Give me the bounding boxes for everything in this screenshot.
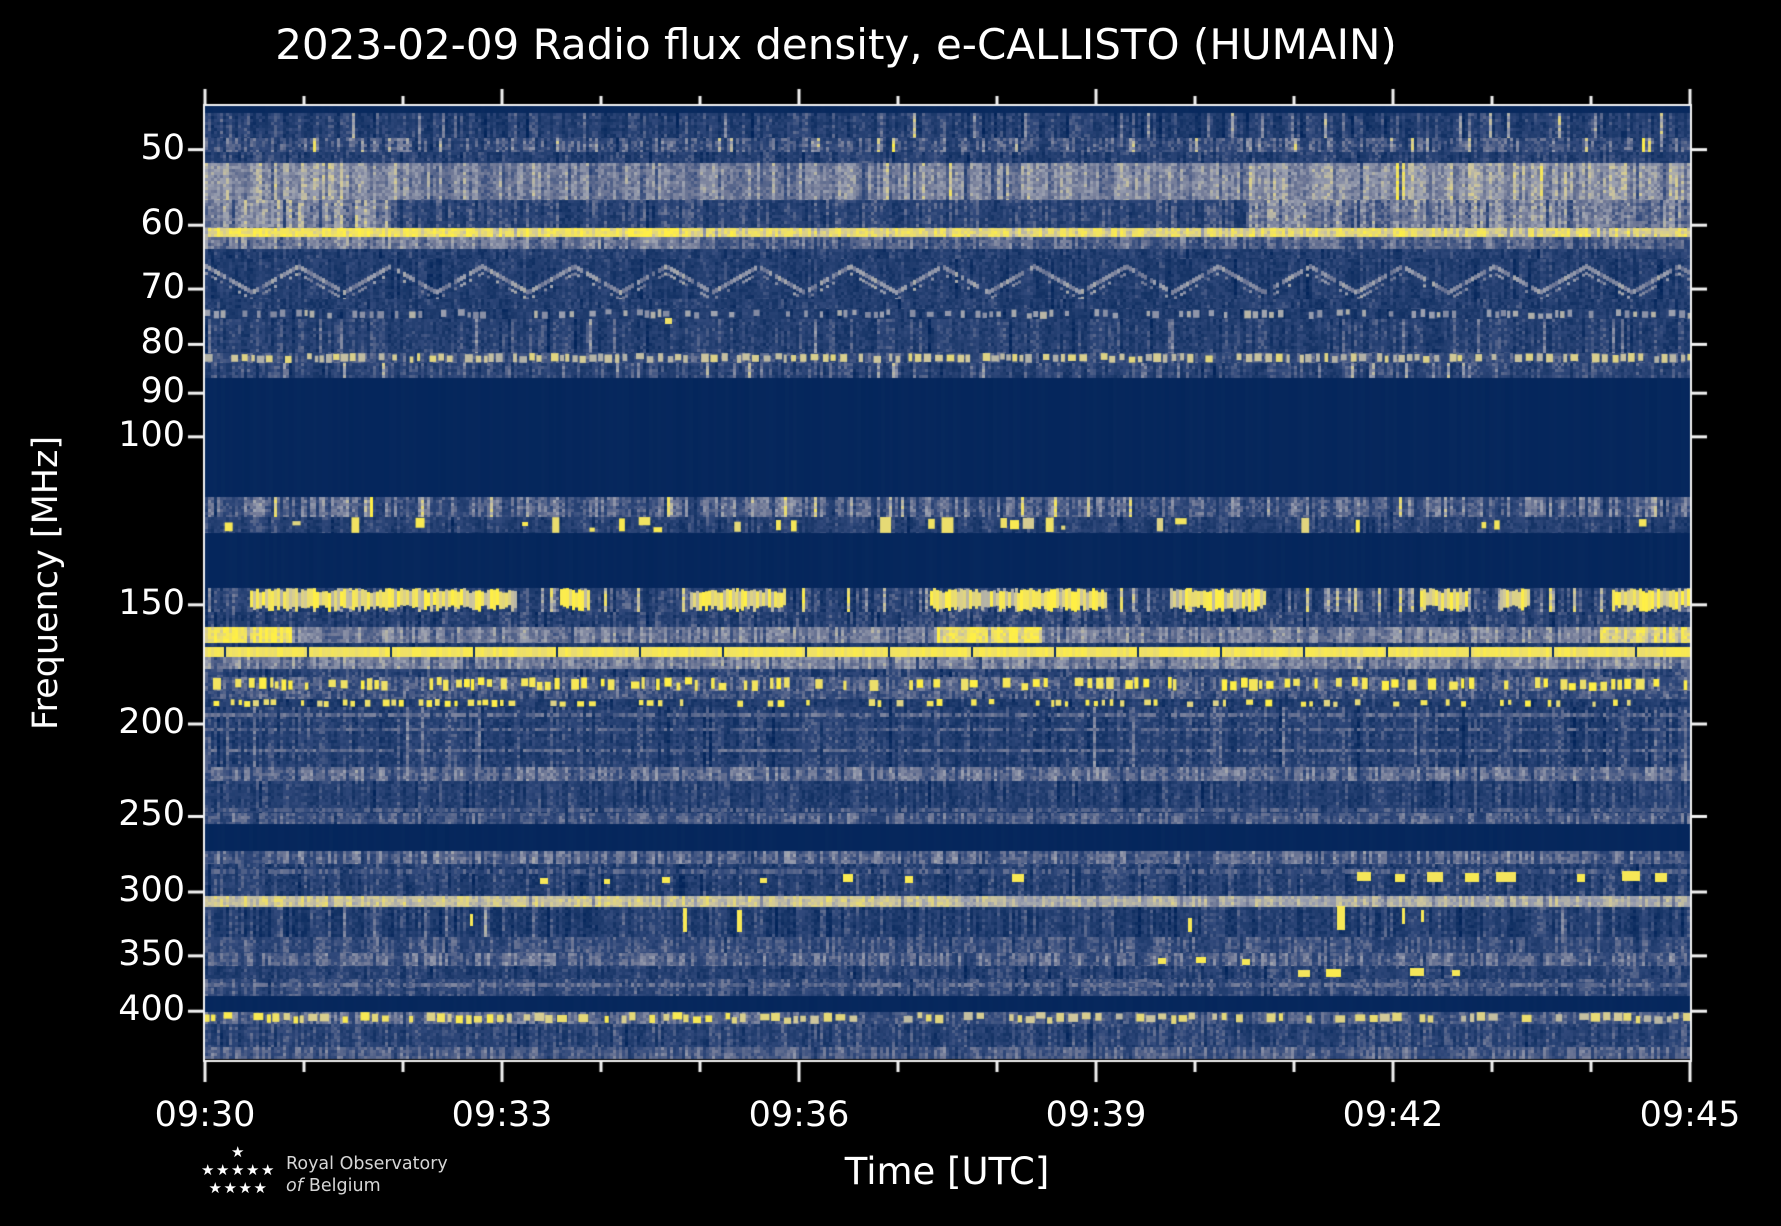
y-tick-label: 400 (118, 989, 185, 1030)
x-axis-label: Time [UTC] (844, 1150, 1050, 1193)
y-tick-label: 300 (118, 870, 185, 910)
logo-line1: Royal Observatory (286, 1154, 448, 1174)
x-tick-label: 09:33 (451, 1095, 553, 1135)
x-tick-label: 09:42 (1342, 1095, 1444, 1135)
y-tick-label: 350 (118, 933, 185, 974)
chart-title: 2023-02-09 Radio flux density, e-CALLIST… (275, 20, 1397, 69)
star-icon: ★ (216, 1161, 230, 1179)
logo-line2: of Belgium (286, 1175, 448, 1197)
y-tick-label: 80 (140, 322, 185, 363)
x-tick-label: 09:45 (1639, 1095, 1741, 1135)
logo-line2-of: of (286, 1176, 303, 1196)
rob-logo-text: Royal Observatory of Belgium (286, 1153, 448, 1197)
star-icon: ★ (231, 1161, 245, 1179)
star-icon: ★ (238, 1179, 252, 1197)
x-tick-label: 09:30 (154, 1095, 256, 1135)
y-tick-label: 200 (118, 702, 185, 743)
star-icon: ★ (261, 1161, 275, 1179)
y-tick-label: 150 (118, 582, 185, 623)
star-icon: ★ (246, 1161, 260, 1179)
x-tick-label: 09:39 (1045, 1095, 1147, 1135)
y-tick-label: 250 (118, 794, 185, 835)
star-icon: ★ (253, 1179, 267, 1197)
x-tick-label: 09:36 (748, 1095, 850, 1135)
y-tick-label: 60 (140, 203, 185, 244)
rob-logo-stars-icon: ★ ★ ★ ★ ★ ★ ★ ★ ★ ★ (186, 1145, 296, 1205)
star-icon: ★ (201, 1161, 215, 1179)
star-icon: ★ (231, 1143, 245, 1161)
y-tick-label: 70 (140, 267, 185, 308)
logo-line2-rest: Belgium (308, 1176, 381, 1196)
y-tick-label: 90 (140, 371, 185, 412)
y-tick-label: 50 (140, 127, 185, 168)
y-tick-label: 100 (118, 414, 185, 455)
star-icon: ★ (223, 1179, 237, 1197)
star-icon: ★ (208, 1179, 222, 1197)
